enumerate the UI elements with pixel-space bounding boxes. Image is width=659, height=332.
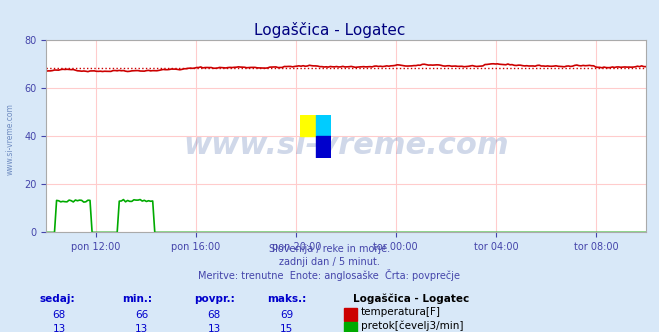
Text: 69: 69 xyxy=(280,310,293,320)
Text: pretok[čevelj3/min]: pretok[čevelj3/min] xyxy=(361,320,464,331)
Text: min.:: min.: xyxy=(122,294,152,304)
Bar xyxy=(316,115,331,136)
Text: 68: 68 xyxy=(53,310,66,320)
Text: 13: 13 xyxy=(208,324,221,332)
Text: povpr.:: povpr.: xyxy=(194,294,235,304)
Text: 13: 13 xyxy=(135,324,148,332)
Text: temperatura[F]: temperatura[F] xyxy=(361,307,441,317)
Text: maks.:: maks.: xyxy=(267,294,306,304)
Text: Logaščica - Logatec: Logaščica - Logatec xyxy=(254,22,405,38)
Text: sedaj:: sedaj: xyxy=(40,294,75,304)
Text: Logaščica - Logatec: Logaščica - Logatec xyxy=(353,293,469,304)
Text: Meritve: trenutne  Enote: anglosaške  Črta: povprečje: Meritve: trenutne Enote: anglosaške Črta… xyxy=(198,269,461,281)
Bar xyxy=(300,115,316,136)
Text: 15: 15 xyxy=(280,324,293,332)
Text: 66: 66 xyxy=(135,310,148,320)
Text: Slovenija / reke in morje.: Slovenija / reke in morje. xyxy=(269,244,390,254)
Text: www.si-vreme.com: www.si-vreme.com xyxy=(5,104,14,175)
Text: www.si-vreme.com: www.si-vreme.com xyxy=(183,131,509,160)
Text: 68: 68 xyxy=(208,310,221,320)
Bar xyxy=(316,136,331,158)
Text: 13: 13 xyxy=(53,324,66,332)
Text: zadnji dan / 5 minut.: zadnji dan / 5 minut. xyxy=(279,257,380,267)
